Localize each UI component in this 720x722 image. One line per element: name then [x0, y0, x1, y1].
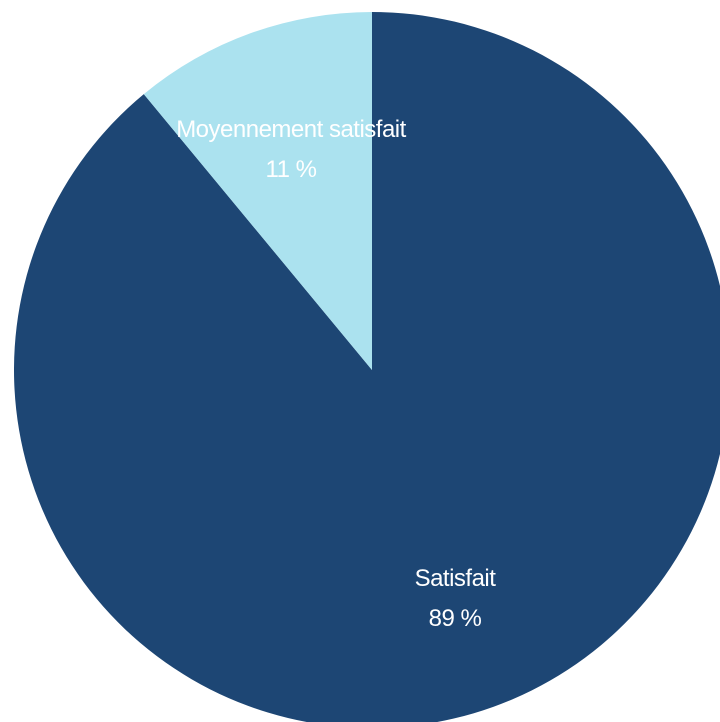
slice-label-satisfait: Satisfait: [415, 565, 497, 592]
pie-slices: [14, 11, 720, 722]
pie-slice-satisfait: [14, 12, 720, 722]
slice-value-satisfait: 89 %: [429, 605, 482, 632]
slice-value-moyennement-satisfait: 11 %: [266, 156, 317, 183]
slice-label-moyennement-satisfait: Moyennement satisfait: [176, 116, 406, 143]
pie-labels: Satisfait 89 % Moyennement satisfait 11 …: [176, 116, 497, 632]
pie-slice-moyennement-satisfait: [143, 11, 372, 370]
